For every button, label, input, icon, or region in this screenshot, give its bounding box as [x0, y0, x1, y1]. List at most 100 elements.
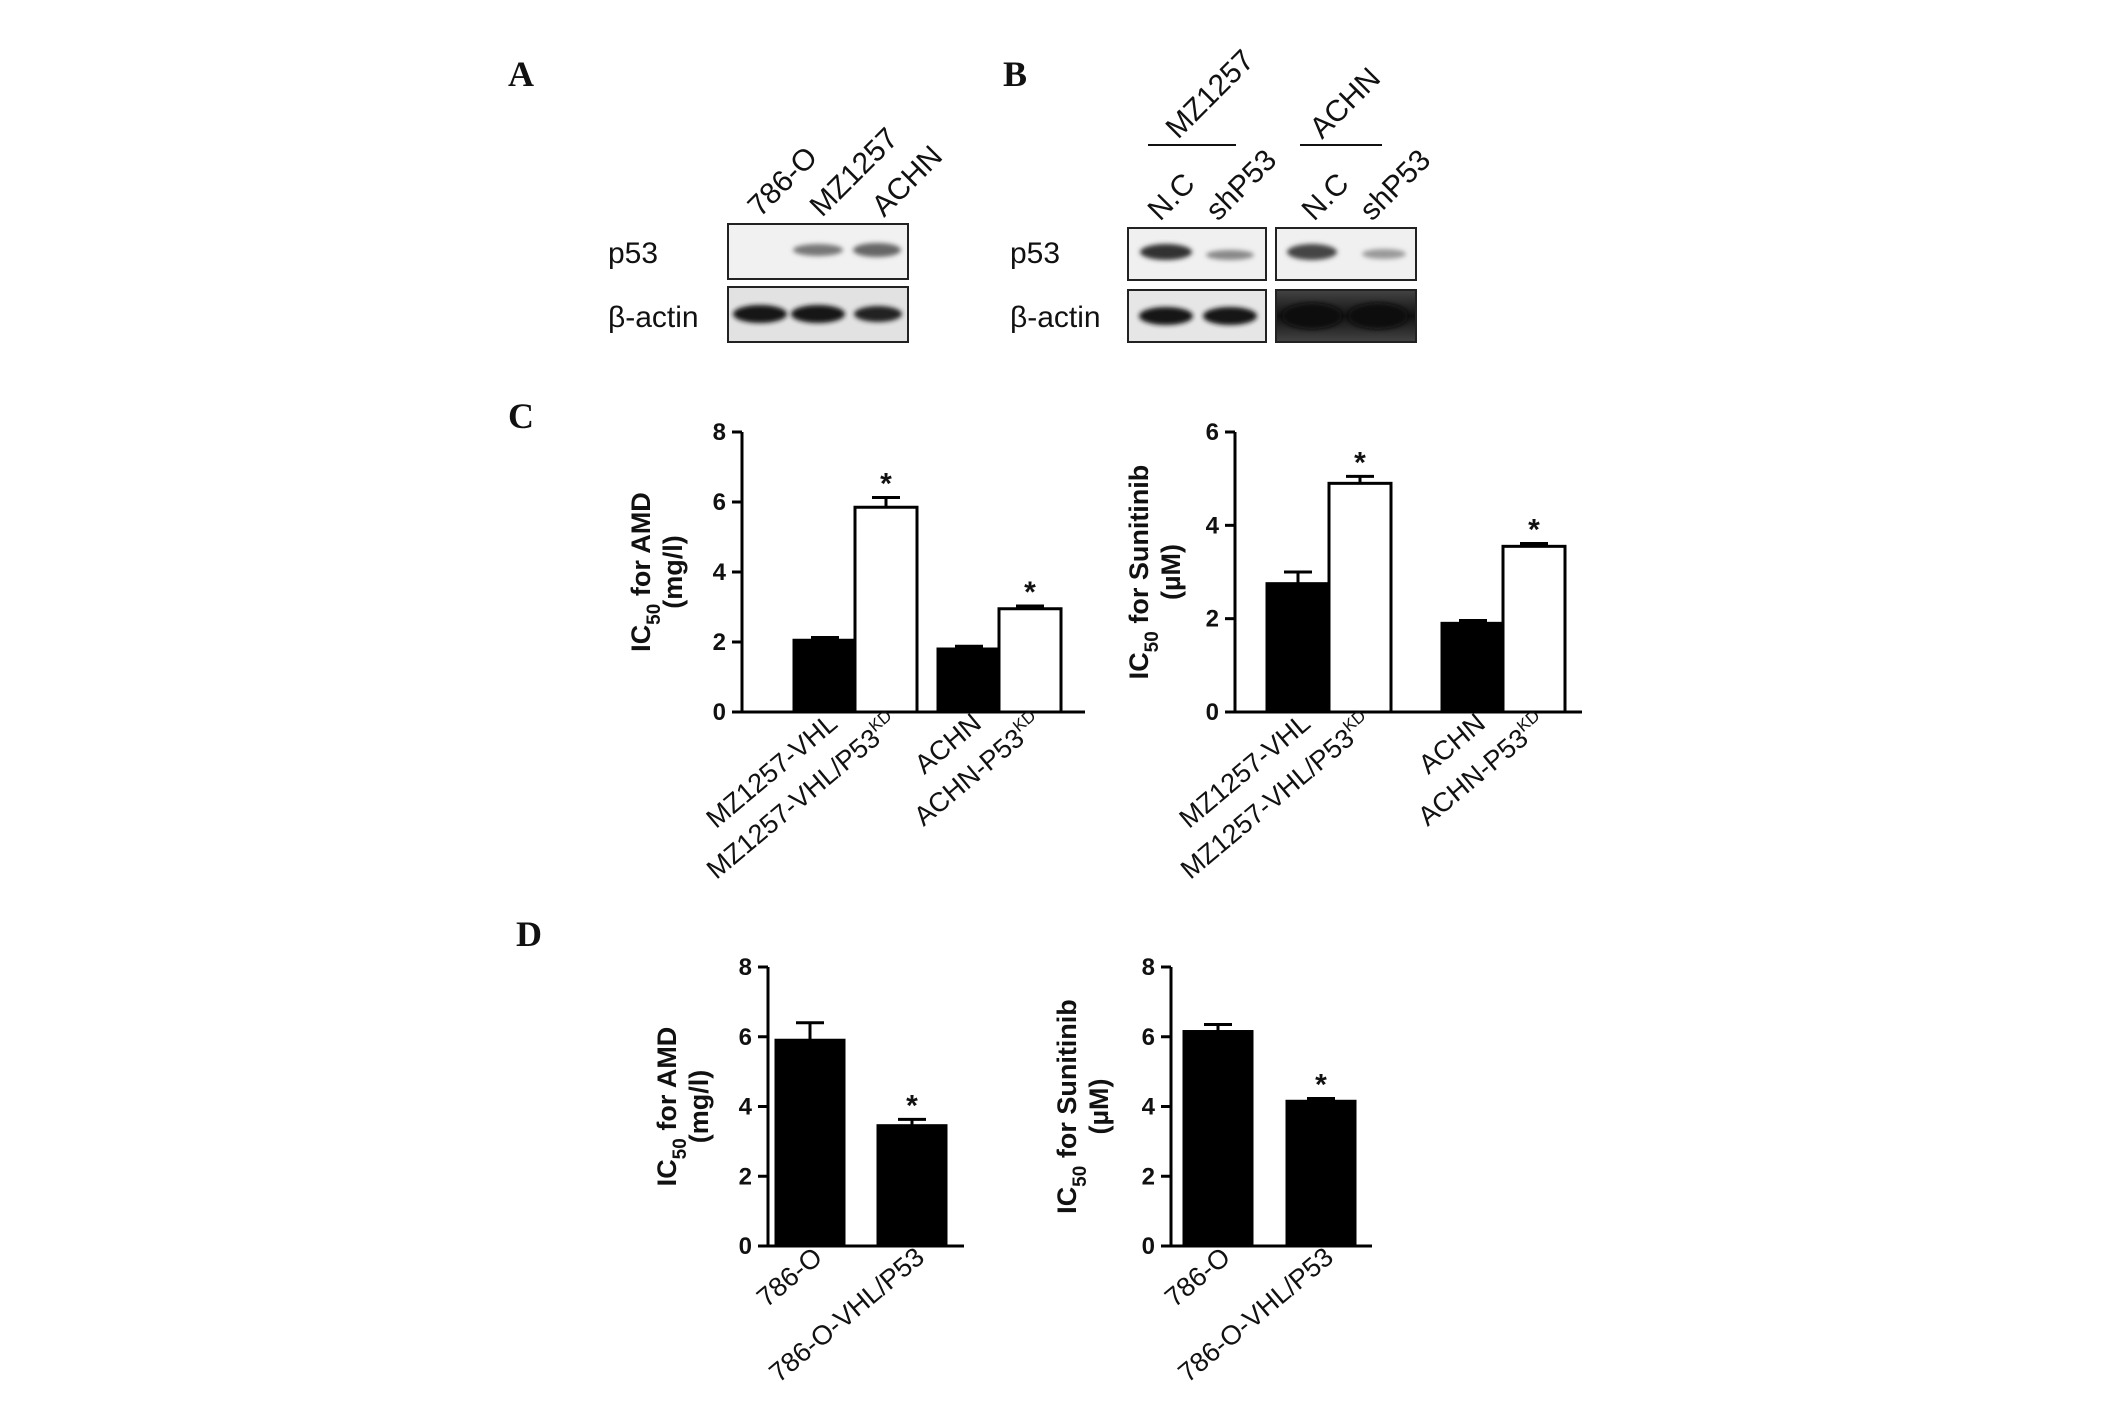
y-axis-unit: (µM) [1084, 1078, 1114, 1134]
blot-band [1282, 303, 1342, 329]
bar [1327, 481, 1393, 714]
bar [792, 638, 858, 714]
panel-b: B MZ1257 ACHN N.C shP53 N.C shP53 p53 β-… [1003, 44, 1437, 343]
y-axis-label: IC50 for AMD [626, 492, 665, 652]
blot-actin-a [727, 286, 909, 343]
y-axis-label: IC50 for Sunitinib [1124, 465, 1163, 680]
blot-band [1203, 307, 1257, 325]
y-axis-label-main: IC [1124, 652, 1154, 679]
y-tick-label: 6 [713, 489, 726, 516]
significance-marker: * [1315, 1068, 1327, 1101]
blot-row-label: β-actin [1010, 301, 1101, 334]
y-tick-label: 6 [1142, 1024, 1155, 1051]
panel-label-c: C [508, 396, 534, 436]
bar [936, 647, 1002, 714]
group-label: ACHN [1304, 62, 1387, 145]
y-tick-label: 8 [1142, 954, 1155, 981]
blot-band [1287, 244, 1337, 260]
blot-p53-a [727, 223, 909, 280]
category-label: 786-O [1159, 1242, 1236, 1313]
y-tick-label: 4 [1142, 1094, 1156, 1121]
y-tick-label: 2 [713, 629, 726, 656]
blot-actin-b-mz1257 [1127, 289, 1267, 343]
lane-label: N.C [1296, 167, 1356, 227]
category-text: 786-O [751, 1242, 828, 1313]
y-axis-label-main: IC [1052, 1187, 1082, 1214]
y-axis-label-rest: for Sunitinib [1052, 999, 1082, 1165]
y-axis-label-sub: 50 [644, 604, 665, 625]
blot-row-label: p53 [608, 237, 658, 270]
blot-band [853, 243, 901, 257]
blot-band [1139, 307, 1193, 325]
blot-band [793, 244, 843, 256]
lane-label: N.C [1142, 167, 1202, 227]
blot-band [1348, 303, 1408, 329]
lane-label: 786-O [742, 141, 824, 223]
y-axis-label: IC50 for AMD [652, 1027, 691, 1187]
blot-band [1140, 244, 1192, 260]
lane-label: shP53 [1354, 143, 1437, 226]
blot-row-label: p53 [1010, 237, 1060, 270]
lane-label: shP53 [1200, 143, 1283, 226]
y-tick-label: 4 [1206, 512, 1220, 539]
bar [1501, 544, 1567, 714]
blot-row-label: β-actin [608, 301, 699, 334]
significance-marker: * [1024, 576, 1036, 609]
y-tick-label: 4 [713, 559, 727, 586]
blot-band [854, 306, 902, 322]
category-label: 786-O [751, 1242, 828, 1313]
blot-band [1206, 250, 1254, 260]
y-axis-label-sub: 50 [670, 1138, 691, 1159]
y-tick-label: 8 [739, 954, 752, 981]
y-axis-label-rest: for Sunitinib [1124, 465, 1154, 631]
significance-marker: * [1528, 514, 1540, 547]
y-tick-label: 0 [739, 1233, 752, 1260]
bar [876, 1124, 948, 1248]
group-label: MZ1257 [1160, 44, 1261, 145]
y-tick-label: 0 [713, 699, 726, 726]
bar [1440, 621, 1506, 714]
y-tick-label: 6 [739, 1024, 752, 1051]
y-tick-label: 2 [739, 1163, 752, 1190]
y-axis-label-sub: 50 [1070, 1166, 1091, 1187]
blot-band [791, 305, 845, 323]
bar [1182, 1030, 1254, 1248]
significance-marker: * [880, 467, 892, 500]
y-tick-label: 8 [713, 419, 726, 446]
y-axis-unit: (mg/l) [658, 535, 688, 609]
bar [997, 607, 1063, 714]
y-tick-label: 2 [1142, 1163, 1155, 1190]
y-tick-label: 2 [1206, 606, 1219, 633]
panel-label-d: D [516, 914, 542, 954]
blot-band [1362, 249, 1406, 259]
y-tick-label: 6 [1206, 419, 1219, 446]
y-tick-label: 0 [1206, 699, 1219, 726]
y-axis-label: IC50 for Sunitinib [1052, 999, 1091, 1214]
panel-a: A 786-O MZ1257 ACHN p53 β-actin [508, 54, 949, 343]
y-axis-label-main: IC [626, 625, 656, 652]
panel-label-b: B [1003, 54, 1027, 94]
y-axis-unit: (mg/l) [684, 1070, 714, 1144]
y-axis-label-sub: 50 [1142, 631, 1163, 652]
bar [1285, 1099, 1357, 1248]
y-axis-label-rest: for AMD [626, 492, 656, 603]
panel-label-a: A [508, 54, 534, 94]
blot-p53-b-achn [1275, 227, 1417, 281]
blot-actin-b-achn [1275, 289, 1417, 343]
significance-marker: * [1354, 446, 1366, 479]
y-axis-unit: (µM) [1156, 544, 1186, 600]
y-axis-label-rest: for AMD [652, 1027, 682, 1138]
y-axis-label-main: IC [652, 1159, 682, 1186]
y-tick-label: 4 [739, 1094, 753, 1121]
bar [1265, 582, 1331, 714]
y-tick-label: 0 [1142, 1233, 1155, 1260]
blot-p53-b-mz1257 [1127, 227, 1267, 281]
significance-marker: * [906, 1089, 918, 1122]
bar [774, 1038, 846, 1248]
bar [853, 505, 919, 714]
category-text: 786-O [1159, 1242, 1236, 1313]
